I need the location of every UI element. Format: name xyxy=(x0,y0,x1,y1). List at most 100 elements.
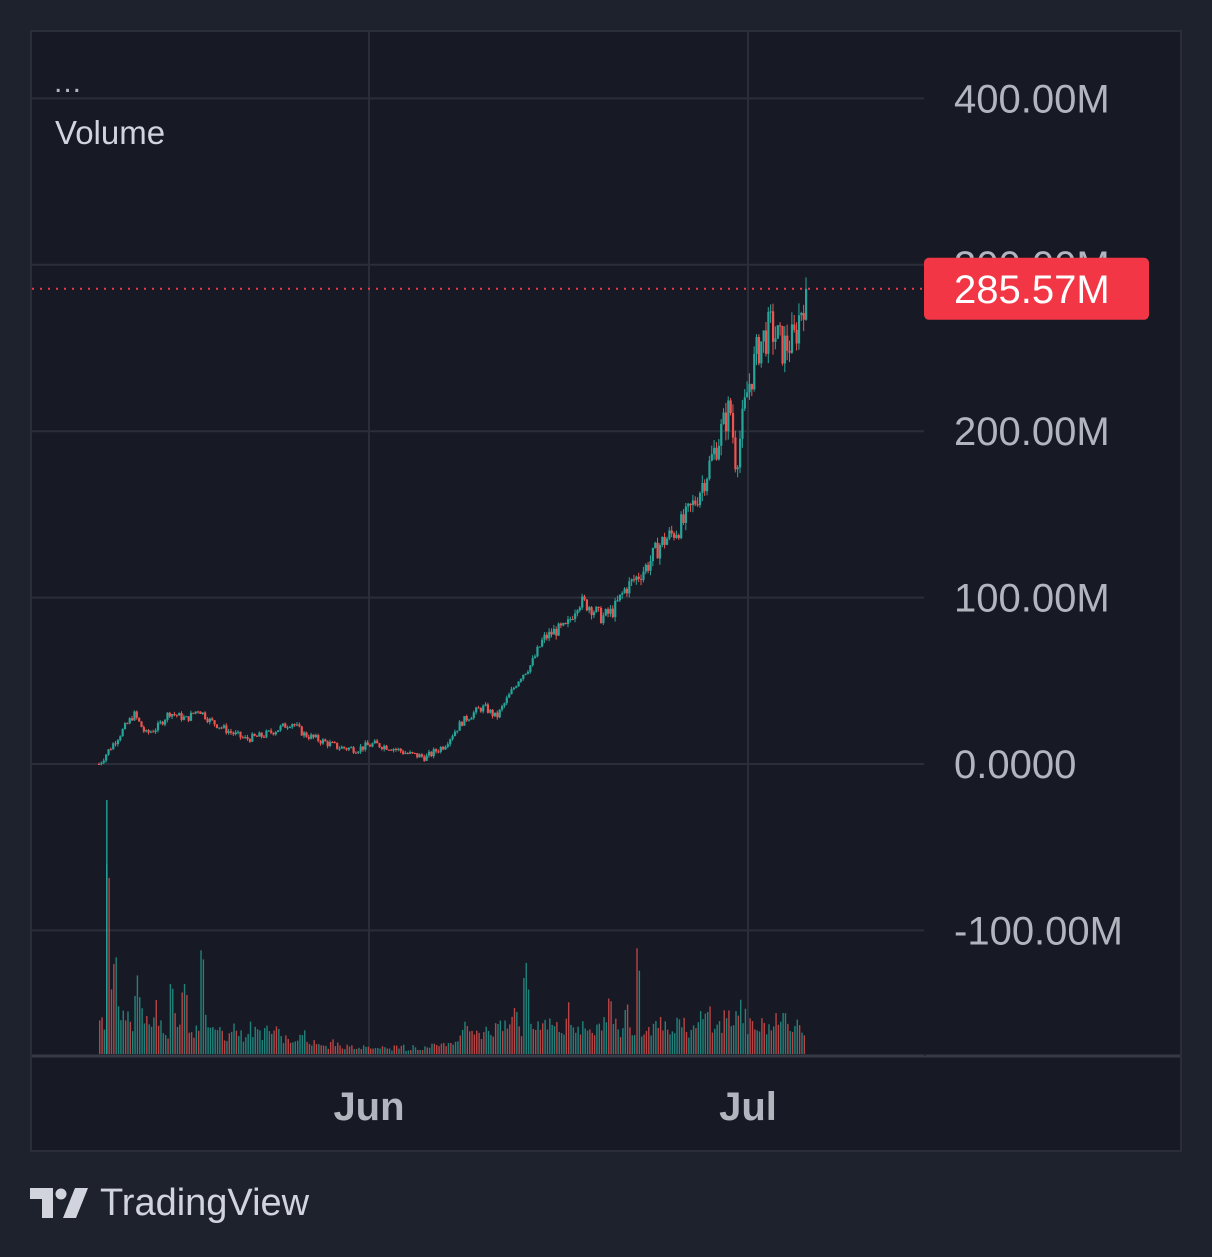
candle-up xyxy=(100,762,103,765)
volume-bar xyxy=(586,1030,589,1054)
volume-bar xyxy=(551,1024,553,1054)
candle-down xyxy=(305,732,308,737)
volume-bar xyxy=(433,1043,436,1054)
y-tick-label: 400.00M xyxy=(954,77,1110,121)
candle-up xyxy=(576,610,579,614)
time-axis[interactable]: Jun Jul xyxy=(333,1085,776,1129)
candle-down xyxy=(215,724,219,728)
candle-down xyxy=(779,325,782,327)
candle-up xyxy=(727,400,730,432)
candle-down xyxy=(199,711,202,714)
volume-bar xyxy=(393,1045,395,1054)
candle-down xyxy=(142,727,145,732)
candle-down xyxy=(491,709,494,717)
candle-up xyxy=(748,383,751,393)
volume-bar xyxy=(417,1050,419,1054)
volume-bar xyxy=(153,1017,155,1054)
chart-area[interactable] xyxy=(30,30,1182,1152)
candle-up xyxy=(112,743,115,750)
volume-bar xyxy=(193,1037,195,1054)
candle-down xyxy=(173,714,176,716)
volume-bar xyxy=(294,1041,297,1054)
candle-down xyxy=(180,713,183,720)
volume-bar xyxy=(702,1019,704,1054)
candle-up xyxy=(163,719,167,725)
volume-bar xyxy=(480,1039,483,1054)
candle-up xyxy=(189,712,193,721)
volume-bar xyxy=(518,1026,520,1054)
volume-bar xyxy=(146,1015,148,1054)
volume-bar xyxy=(617,1029,619,1054)
volume-bar xyxy=(744,1008,747,1054)
candle-up xyxy=(185,716,188,718)
candle-down xyxy=(138,717,141,722)
volume-bar xyxy=(577,1026,579,1054)
candle-up xyxy=(237,731,240,733)
candle-down xyxy=(583,596,586,600)
candle-down xyxy=(781,326,784,364)
candle-down xyxy=(293,724,296,726)
volume-bar xyxy=(341,1048,344,1054)
candle-up xyxy=(288,727,292,729)
candle-down xyxy=(333,742,336,744)
volume-bar xyxy=(664,1021,666,1054)
candle-up xyxy=(562,623,565,626)
candle-up xyxy=(121,729,124,737)
volume-bar xyxy=(348,1046,351,1054)
volume-bar xyxy=(167,1038,169,1054)
volume-bar xyxy=(471,1030,473,1054)
volume-bar xyxy=(214,1029,216,1054)
volume-bar xyxy=(546,1029,549,1054)
candle-up xyxy=(418,754,421,758)
volume-bar xyxy=(473,1034,476,1054)
candle-down xyxy=(677,535,680,539)
candle-down xyxy=(696,504,699,506)
volume-bar xyxy=(346,1044,348,1054)
candle-up xyxy=(493,712,497,717)
volume-bar xyxy=(773,1026,775,1054)
volume-bar xyxy=(355,1048,358,1054)
candle-up xyxy=(397,748,400,750)
volume-bar xyxy=(631,1035,634,1054)
volume-bar xyxy=(207,1027,209,1054)
tradingview-logo-icon xyxy=(30,1188,88,1218)
volume-bar xyxy=(584,1028,586,1054)
candle-down xyxy=(390,749,393,751)
volume-bar xyxy=(150,1026,153,1054)
candle-up xyxy=(574,613,577,620)
tradingview-brand[interactable]: TradingView xyxy=(30,1178,309,1228)
legend-more-button[interactable]: ... xyxy=(54,66,83,99)
candle-up xyxy=(578,607,581,611)
candle-up xyxy=(458,721,461,731)
candle-down xyxy=(772,311,775,342)
candle-down xyxy=(486,704,490,713)
candle-up xyxy=(800,312,803,316)
price-axis[interactable]: 400.00M300.00M200.00M100.00M0.0000-100.0… xyxy=(954,77,1123,953)
volume-bar xyxy=(388,1048,391,1054)
volume-bar xyxy=(271,1033,273,1054)
candle-down xyxy=(559,623,563,626)
volume-bar xyxy=(99,1020,101,1054)
candle-up xyxy=(171,714,174,717)
candle-down xyxy=(378,743,381,748)
volume-bar xyxy=(596,1024,598,1054)
candle-up xyxy=(472,712,475,718)
candle-down xyxy=(126,723,129,725)
candle-up xyxy=(489,709,492,713)
candle-down xyxy=(585,599,589,611)
volume-bar xyxy=(605,1022,608,1054)
volume-bar xyxy=(318,1044,320,1054)
candle-up xyxy=(281,723,285,726)
volume-bar xyxy=(485,1026,487,1054)
candle-up xyxy=(774,338,777,342)
candle-up xyxy=(409,752,412,754)
candle-up xyxy=(710,454,713,461)
candle-down xyxy=(416,753,419,758)
volume-bar xyxy=(221,1030,223,1054)
volume-bar xyxy=(648,1026,650,1054)
candle-series xyxy=(98,277,808,766)
candle-up xyxy=(154,730,157,732)
volume-bar xyxy=(643,1034,645,1054)
candle-up xyxy=(194,711,197,714)
